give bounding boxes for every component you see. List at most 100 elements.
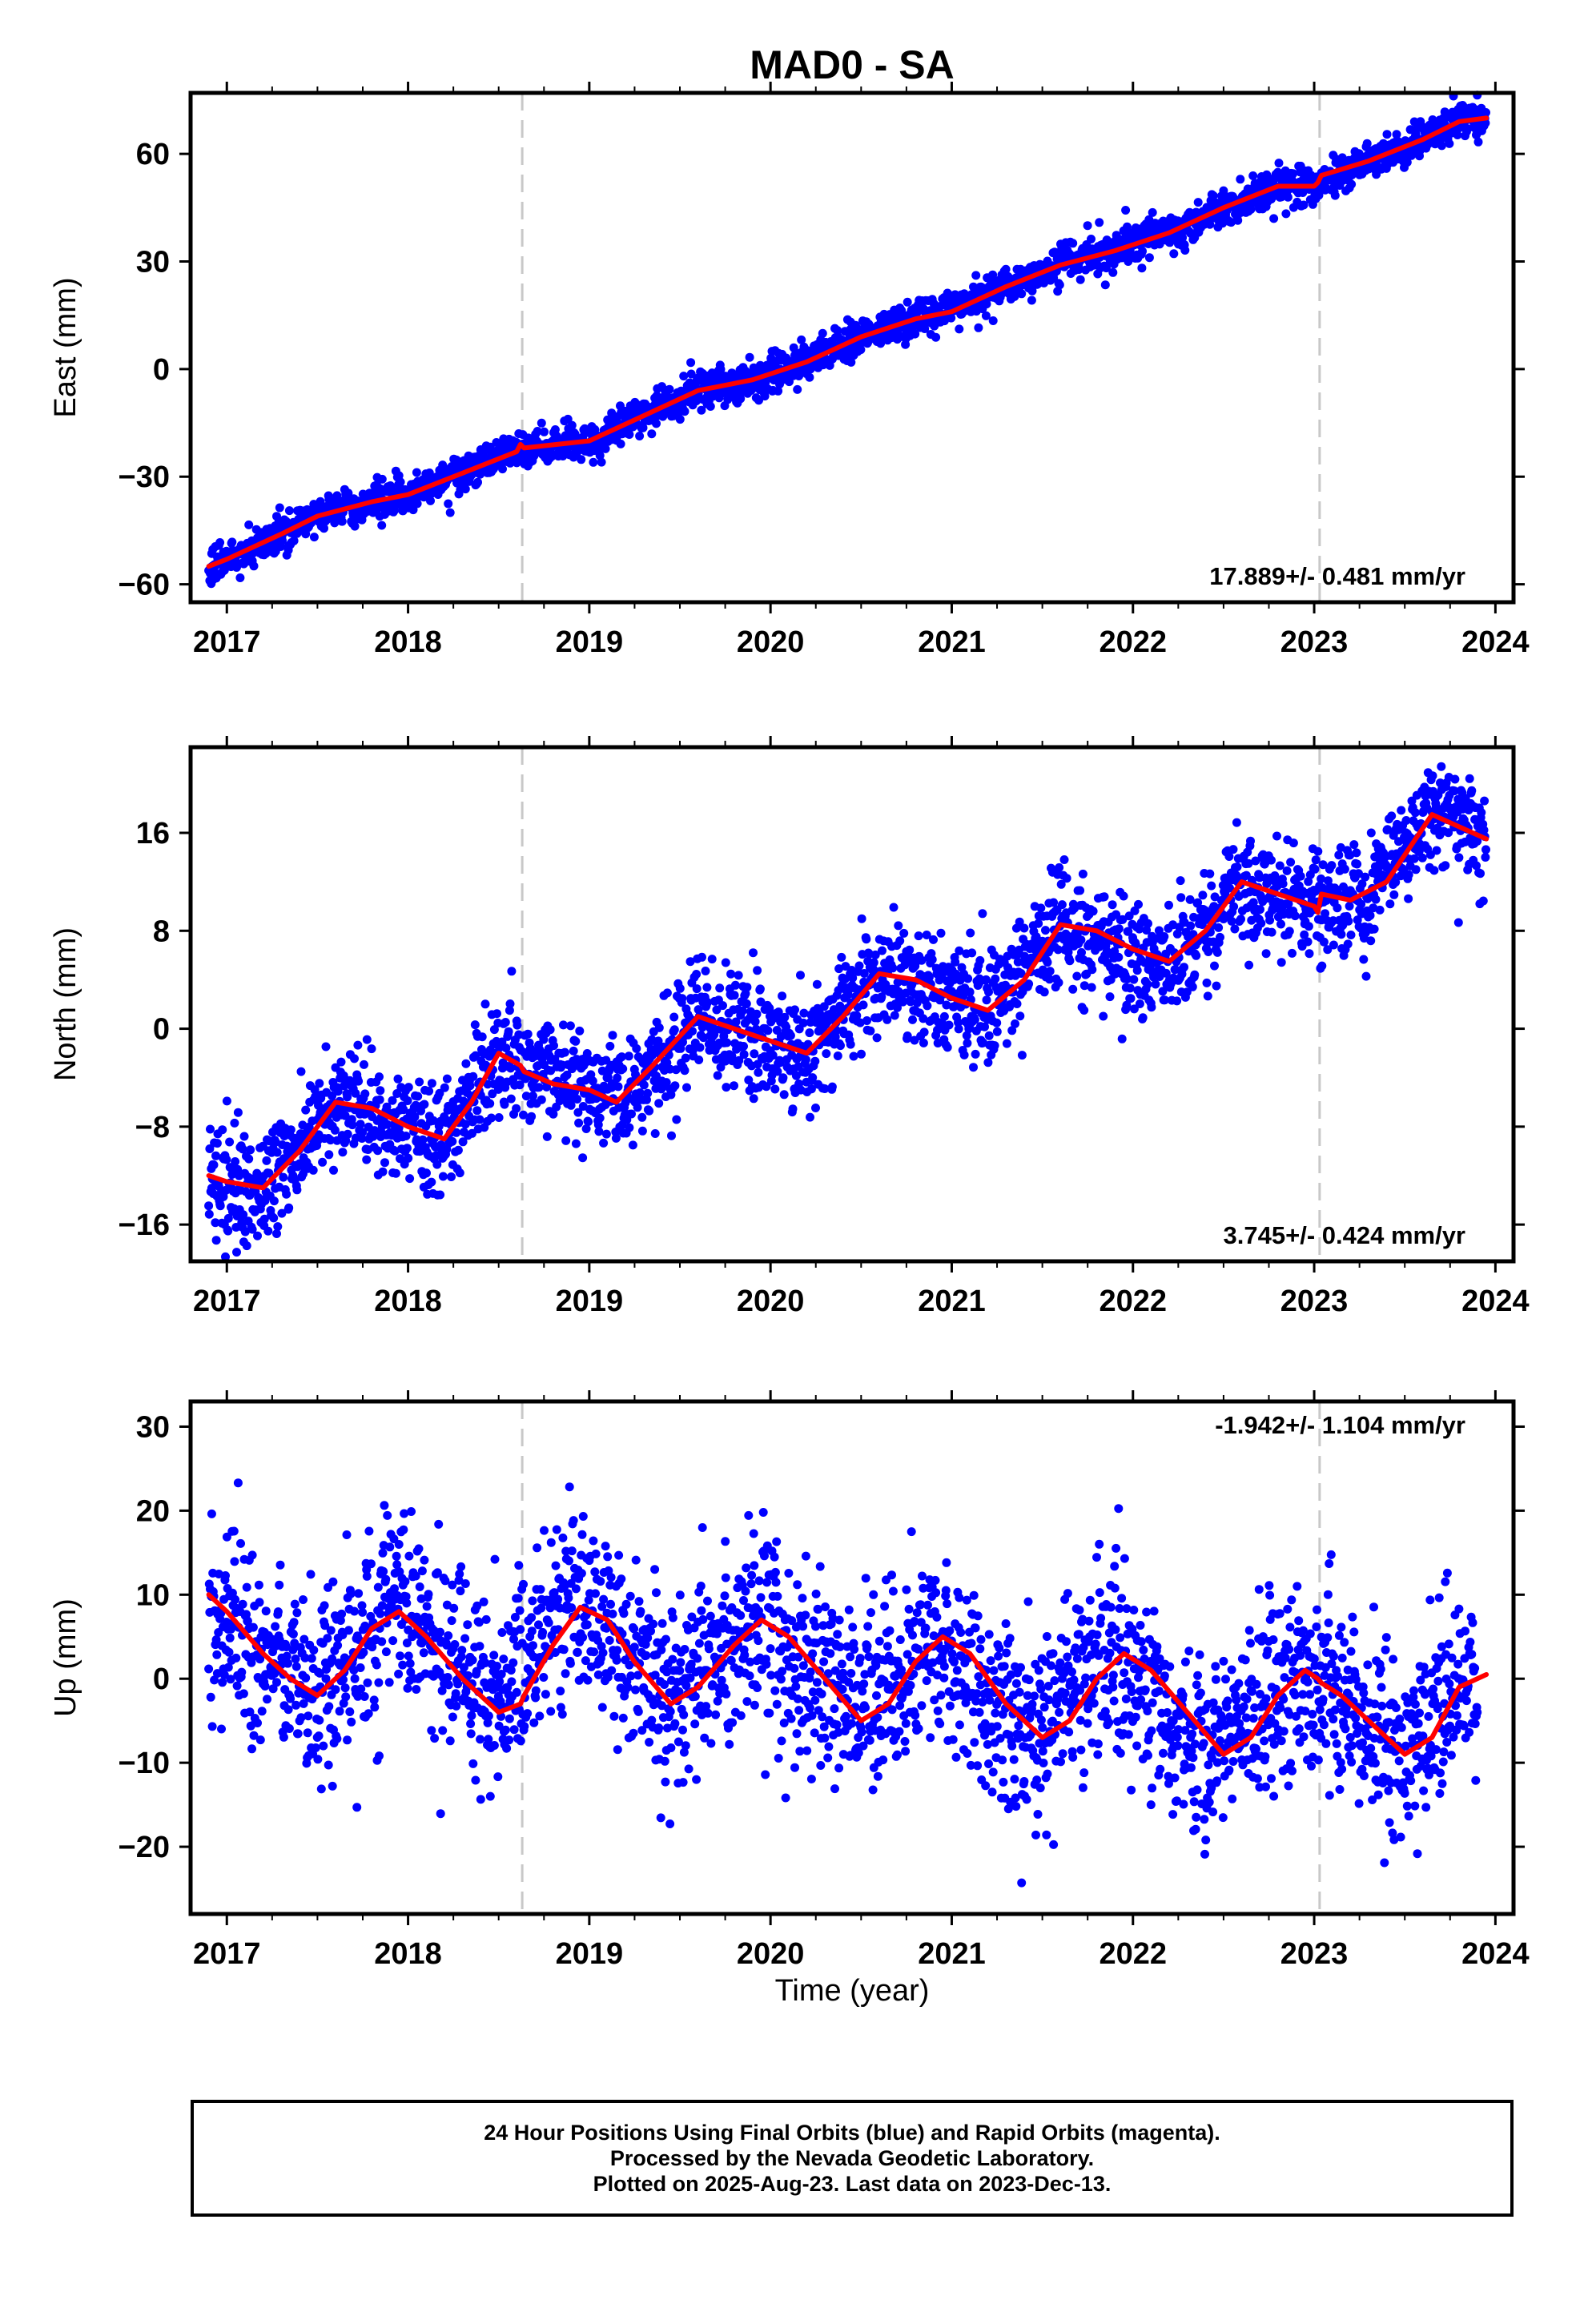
- data-point: [770, 1084, 780, 1094]
- data-point: [1344, 916, 1353, 926]
- data-point: [801, 1055, 810, 1064]
- y-tick-label: 60: [136, 138, 170, 171]
- data-point: [401, 1132, 411, 1140]
- data-point: [436, 1190, 445, 1200]
- data-point: [1232, 862, 1242, 871]
- data-point: [246, 1145, 255, 1155]
- data-point: [492, 1009, 501, 1019]
- data-point: [730, 991, 739, 1000]
- data-point: [393, 1074, 403, 1084]
- data-point: [1282, 866, 1292, 875]
- data-point: [654, 1099, 664, 1108]
- data-point: [1319, 937, 1329, 947]
- data-point: [618, 1064, 628, 1074]
- data-point: [895, 936, 905, 946]
- data-point: [1275, 861, 1284, 870]
- data-point: [1072, 971, 1082, 981]
- data-point: [755, 984, 765, 994]
- data-point: [1019, 923, 1029, 933]
- data-point: [1076, 935, 1086, 945]
- data-point: [601, 1129, 611, 1139]
- data-point: [969, 1063, 978, 1072]
- data-point: [485, 1099, 495, 1108]
- data-point: [793, 384, 802, 394]
- data-point: [1385, 899, 1395, 909]
- data-point: [215, 1201, 225, 1211]
- data-point: [1126, 994, 1136, 1003]
- data-point: [1121, 206, 1131, 215]
- data-point: [1119, 891, 1128, 901]
- data-point: [1193, 198, 1203, 207]
- data-point: [749, 1094, 758, 1104]
- data-point: [350, 1054, 359, 1063]
- data-point: [637, 1126, 647, 1136]
- data-point: [944, 1020, 954, 1030]
- data-point: [818, 328, 827, 338]
- data-point: [356, 1120, 365, 1129]
- data-point: [1473, 137, 1483, 147]
- data-point: [513, 1020, 522, 1030]
- data-point: [1214, 923, 1224, 932]
- data-point: [1246, 836, 1255, 846]
- data-point: [375, 1072, 384, 1082]
- data-point: [982, 995, 991, 1005]
- data-point: [695, 1043, 705, 1052]
- y-tick-label: −30: [119, 460, 170, 494]
- data-point: [506, 1094, 516, 1104]
- data-point: [527, 1112, 537, 1121]
- data-point: [1075, 886, 1085, 895]
- data-point: [362, 1035, 372, 1044]
- data-point: [1272, 831, 1281, 841]
- data-point: [415, 1077, 424, 1087]
- data-point: [1229, 902, 1239, 911]
- data-point: [402, 1144, 412, 1153]
- data-point: [722, 1038, 732, 1047]
- data-point: [1147, 1003, 1156, 1012]
- data-point: [286, 1125, 295, 1135]
- data-point: [808, 1073, 818, 1083]
- data-point: [227, 537, 237, 547]
- data-point: [1027, 296, 1036, 305]
- data-point: [1204, 947, 1213, 956]
- data-point: [967, 948, 977, 958]
- data-point: [682, 1083, 691, 1092]
- data-point: [569, 1046, 578, 1055]
- data-point: [1212, 947, 1222, 957]
- data-point: [1132, 966, 1142, 975]
- data-point: [605, 1041, 615, 1051]
- data-point: [377, 474, 387, 484]
- data-point: [542, 1132, 552, 1141]
- data-point: [529, 1092, 537, 1100]
- data-point: [778, 1073, 788, 1083]
- data-point: [1039, 987, 1049, 997]
- data-point: [1267, 855, 1276, 865]
- data-point: [1057, 900, 1067, 910]
- y-tick-label: −60: [119, 569, 170, 602]
- data-point: [1281, 209, 1291, 219]
- data-point: [1269, 214, 1279, 223]
- data-point: [403, 1096, 412, 1105]
- data-point: [565, 1021, 575, 1031]
- data-point: [734, 971, 743, 980]
- data-point: [721, 958, 730, 967]
- data-point: [204, 1209, 214, 1219]
- data-point: [959, 1050, 969, 1059]
- data-point: [858, 1000, 868, 1010]
- data-point: [971, 271, 981, 280]
- data-point: [222, 1155, 231, 1164]
- data-point: [1045, 967, 1055, 976]
- data-point: [1108, 900, 1117, 910]
- data-point: [983, 1058, 993, 1068]
- north-panel: 2017 2018 2019 2020 2021 2022 2023 2024−16−8081…: [49, 736, 1530, 1318]
- data-point: [244, 520, 254, 529]
- data-point: [360, 1059, 368, 1069]
- data-point: [360, 1089, 370, 1099]
- data-point: [677, 994, 687, 1003]
- data-point: [943, 1043, 952, 1052]
- data-point: [1114, 952, 1124, 962]
- data-point: [1340, 864, 1349, 874]
- data-point: [447, 1172, 456, 1181]
- data-point: [472, 1106, 482, 1116]
- data-point: [1041, 926, 1050, 935]
